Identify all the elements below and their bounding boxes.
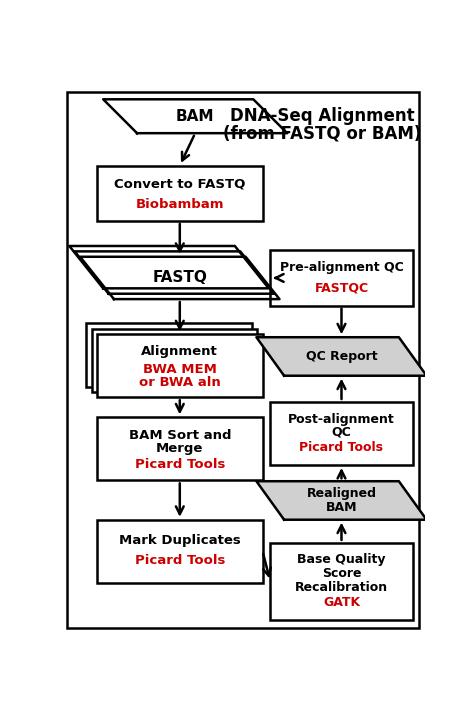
Text: BAM: BAM [176,109,214,124]
Text: Picard Tools: Picard Tools [135,554,225,567]
Text: BAM: BAM [326,501,357,514]
Text: Picard Tools: Picard Tools [135,458,225,471]
Bar [270,402,413,465]
Polygon shape [69,246,269,288]
Text: DNA-Seq Alignment: DNA-Seq Alignment [230,108,415,125]
Text: Realigned: Realigned [307,487,376,500]
Polygon shape [80,257,280,299]
Polygon shape [256,337,427,376]
Text: BAM Sort and: BAM Sort and [128,429,231,441]
Text: FASTQC: FASTQC [314,281,369,295]
Text: Merge: Merge [156,441,203,454]
Text: Mark Duplicates: Mark Duplicates [119,534,241,547]
Polygon shape [256,481,427,520]
Bar [91,329,257,392]
Text: QC Report: QC Report [306,350,377,363]
Bar [97,334,263,397]
Text: BWA MEM: BWA MEM [143,363,217,376]
Polygon shape [75,251,274,294]
Bar [97,165,263,221]
Text: Convert to FASTQ: Convert to FASTQ [114,177,246,191]
Text: FASTQ: FASTQ [152,271,207,286]
Text: Biobambam: Biobambam [136,197,224,211]
Bar [97,417,263,481]
Bar [86,323,252,387]
Text: Post-alignment: Post-alignment [288,413,395,426]
Text: GATK: GATK [323,597,360,609]
Text: Picard Tools: Picard Tools [300,441,383,454]
Text: Alignment: Alignment [141,345,218,358]
Text: (from FASTQ or BAM): (from FASTQ or BAM) [223,124,421,142]
Text: or BWA aln: or BWA aln [139,376,221,389]
Text: QC: QC [332,426,351,439]
Bar [97,520,263,583]
Bar [270,250,413,305]
Text: Base Quality: Base Quality [297,553,386,566]
Polygon shape [103,99,287,133]
Text: Score: Score [322,567,361,580]
Bar [270,543,413,620]
Text: Recalibration: Recalibration [295,581,388,594]
Text: Pre-alignment QC: Pre-alignment QC [280,261,403,274]
